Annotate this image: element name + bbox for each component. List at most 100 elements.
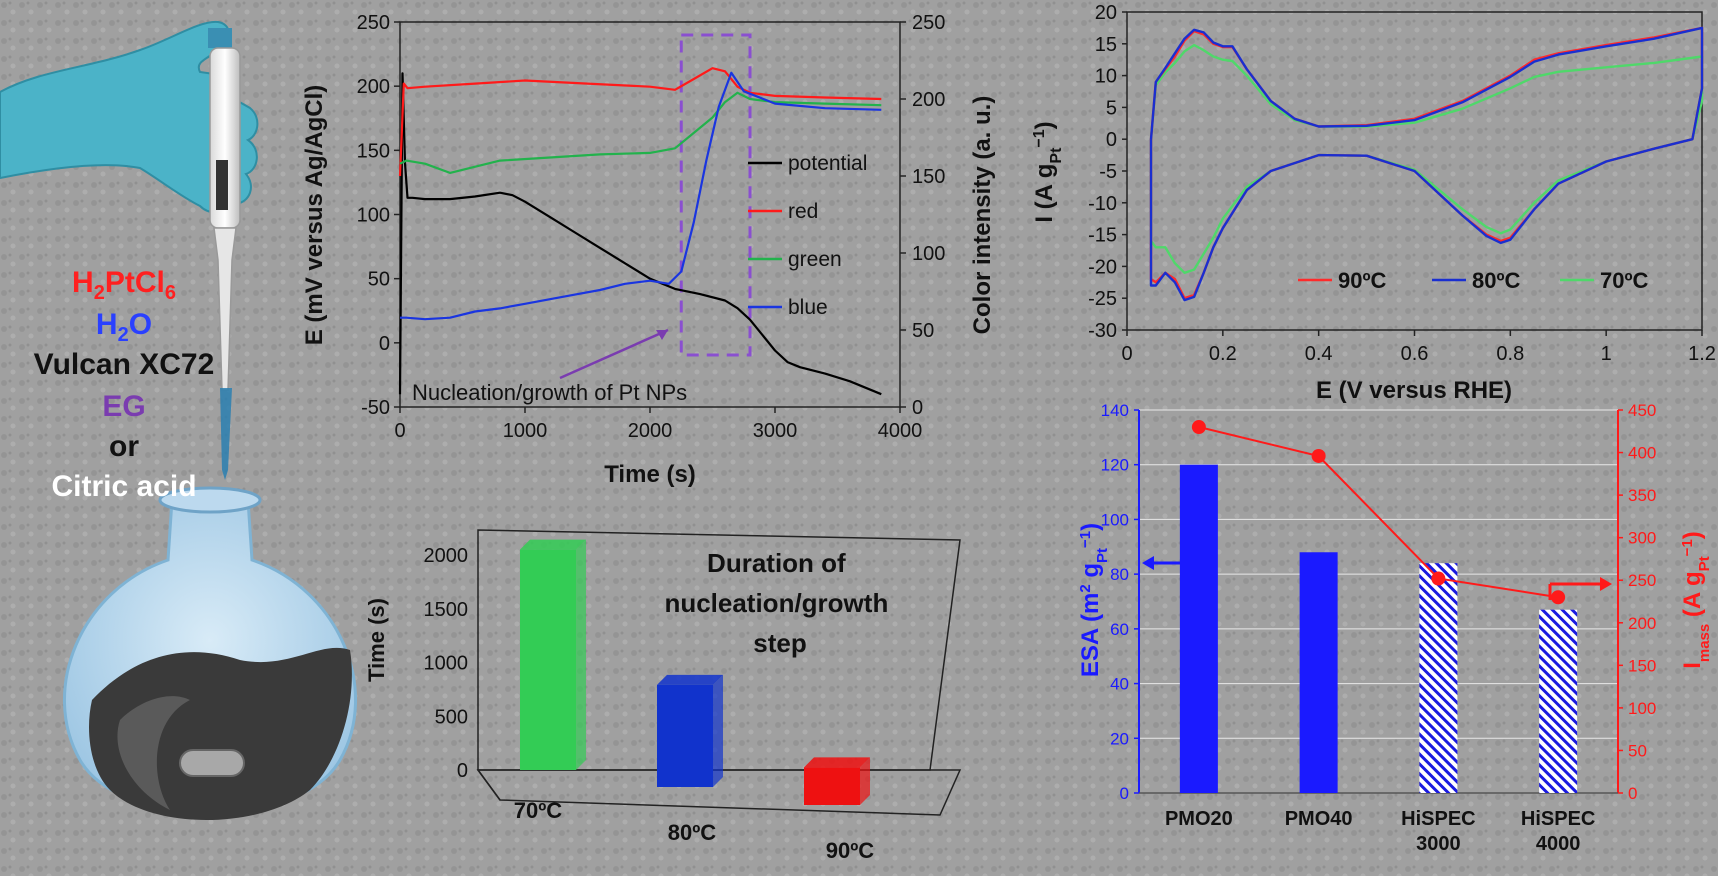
chart1-right-axis-ticks: 0 50 100 150 200 250 (900, 12, 945, 419)
chart1-ytick-label: 100 (357, 205, 390, 227)
nucleation-arrowhead (656, 330, 668, 340)
chart1-legend-label-potential: potential (788, 152, 867, 175)
chart2-bar-side (860, 757, 870, 805)
chart3-ytick-label: -30 (1088, 320, 1117, 342)
chart2-category-labels: 70ºC 80ºC 90ºC (514, 798, 875, 863)
chart1-legend: potential red green blue (748, 152, 867, 319)
chart1-ytick-label: 0 (379, 333, 390, 355)
chart2-ytick-label: 1500 (424, 599, 469, 621)
chart1-legend-label-blue: blue (788, 296, 828, 319)
chart3-ytick-label: 20 (1095, 2, 1117, 24)
chart4-imass-point (1431, 571, 1446, 586)
chart4-y2tick-label: 100 (1628, 699, 1656, 718)
nucleation-arrow (559, 328, 669, 380)
chart3-legend: 90ºC 80ºC 70ºC (1298, 268, 1649, 293)
chart1-ytick-label: 250 (357, 12, 390, 34)
chart4-category-label: HiSPEC (1401, 808, 1475, 830)
chart2-bar-front (520, 549, 576, 770)
chart4-bars (1179, 464, 1578, 793)
chart4-y2tick-label: 400 (1628, 444, 1656, 463)
chart3-xtick-label: 0.4 (1305, 343, 1333, 365)
chart1-xtick-label: 1000 (503, 420, 548, 442)
chart2-bar-front (657, 684, 713, 787)
chart1-series (398, 67, 882, 396)
chart3-y-axis-ticks: 20 15 10 5 0 -5 -10 -15 -20 -25 -30 (1088, 2, 1127, 342)
chart1-x-axis-ticks: 0 1000 2000 3000 4000 (394, 407, 922, 442)
chart2-category-label: 70ºC (514, 798, 563, 823)
chart4-imass-point (1551, 590, 1566, 605)
chart4-category-label: 3000 (1416, 833, 1461, 855)
chart3-ytick-label: -10 (1088, 193, 1117, 215)
pipette-plunger (208, 28, 232, 48)
chart2-bar-top (520, 539, 586, 550)
reagent-pt-salt: H2PtCl6 (72, 266, 176, 304)
chart3-xtick-label: 0 (1121, 343, 1132, 365)
chart2-title: Duration of nucleation/growth step (664, 548, 895, 658)
chart3-legend-label: 80ºC (1472, 268, 1521, 293)
chart2-bar-side (713, 674, 723, 787)
chart2-bar-top (657, 674, 723, 685)
chart4-ytick-label: 0 (1120, 784, 1129, 803)
chart2-bar-side (576, 539, 586, 770)
liquid-highlight (117, 696, 190, 810)
chart3-xtick-label: 0.8 (1496, 343, 1524, 365)
bar3d-front-edge (477, 769, 501, 801)
chart4-y2tick-label: 350 (1628, 486, 1656, 505)
chart4-imass-point (1191, 420, 1206, 435)
reagent-citric: Citric acid (51, 470, 197, 503)
chart3-xtick-label: 1.2 (1688, 343, 1716, 365)
chart4-imass-point (1311, 448, 1326, 463)
chart4-y2tick-label: 300 (1628, 529, 1656, 548)
chart3-ytick-label: -15 (1088, 225, 1117, 247)
flask-illustration (63, 486, 357, 820)
reagent-carbon: Vulcan XC72 (33, 348, 215, 381)
glove-hand (0, 20, 259, 214)
chart1-ylabel: E (mV versus Ag/AgCl) (301, 85, 328, 346)
chart4-ytick-label: 40 (1110, 675, 1129, 694)
chart4-esa-bar (1179, 464, 1218, 793)
chart1-y2tick-label: 0 (912, 397, 923, 419)
chart3-x-axis-ticks: 0 0.2 0.4 0.6 0.8 1 1.2 (1121, 330, 1716, 365)
chart2-ytick-label: 0 (457, 760, 468, 782)
nucleation-window-box (679, 33, 752, 357)
nucleation-annotation: Nucleation/growth of Pt NPs (412, 380, 687, 405)
chart4-y2tick-label: 250 (1628, 571, 1656, 590)
reagent-water: H2O (95, 308, 153, 346)
flask-rim (158, 486, 262, 514)
chart4-imass-line (1191, 420, 1566, 605)
chart4-y2tick-label: 450 (1628, 401, 1656, 420)
chart4-esa-bar (1419, 563, 1458, 793)
chart1-y2tick-label: 200 (912, 89, 945, 111)
chart2-ytick-label: 500 (435, 706, 468, 728)
chart4-y2tick-label: 200 (1628, 614, 1656, 633)
chart1-left-axis-ticks: -50 0 50 100 150 200 250 (357, 12, 400, 419)
chart1-y2label: Color intensity (a. u.) (969, 96, 996, 335)
chart4-category-label: PMO20 (1165, 808, 1233, 830)
chart4-ytick-label: 80 (1110, 565, 1129, 584)
chart1-legend-label-green: green (788, 248, 842, 271)
esa-axis-arrowhead (1142, 556, 1154, 570)
chart1-xtick-label: 3000 (753, 420, 798, 442)
chart4-right-axis-ticks: 0 50 100 150 200 250 300 350 400 450 (1618, 401, 1656, 803)
chart2-bar-top (804, 757, 870, 768)
chart1-xtick-label: 0 (394, 420, 405, 442)
chart1-series-blue (400, 71, 882, 321)
stir-bar (179, 749, 245, 777)
reagent-eg: EG (102, 390, 146, 423)
chart4-category-labels: PMO20 PMO40 HiSPEC 3000 HiSPEC 4000 (1165, 808, 1595, 855)
chart4-esa-bar (1299, 552, 1338, 793)
chart3-xlabel: E (V versus RHE) (1316, 377, 1512, 404)
pipette-tip (220, 388, 232, 480)
chart2-bar-front (804, 767, 860, 805)
chart3-ytick-label: -5 (1099, 161, 1117, 183)
chart1-y2tick-label: 50 (912, 320, 934, 342)
chart2-category-label: 80ºC (668, 820, 717, 845)
chart1-series-red (398, 67, 882, 177)
chart-cyclic-voltammetry: 20 15 10 5 0 -5 -10 -15 -20 -25 -30 0 0.2 0.4 0.6 0.8 1… (1031, 2, 1716, 404)
pipette-hand-illustration (0, 20, 259, 480)
chart2-ylabel: Time (s) (364, 598, 389, 682)
reagent-or: or (109, 430, 139, 463)
chart1-y2tick-label: 250 (912, 12, 945, 34)
chart4-ytick-label: 100 (1101, 510, 1129, 529)
chart2-y-axis-ticks: 0 500 1000 1500 2000 (424, 545, 469, 782)
